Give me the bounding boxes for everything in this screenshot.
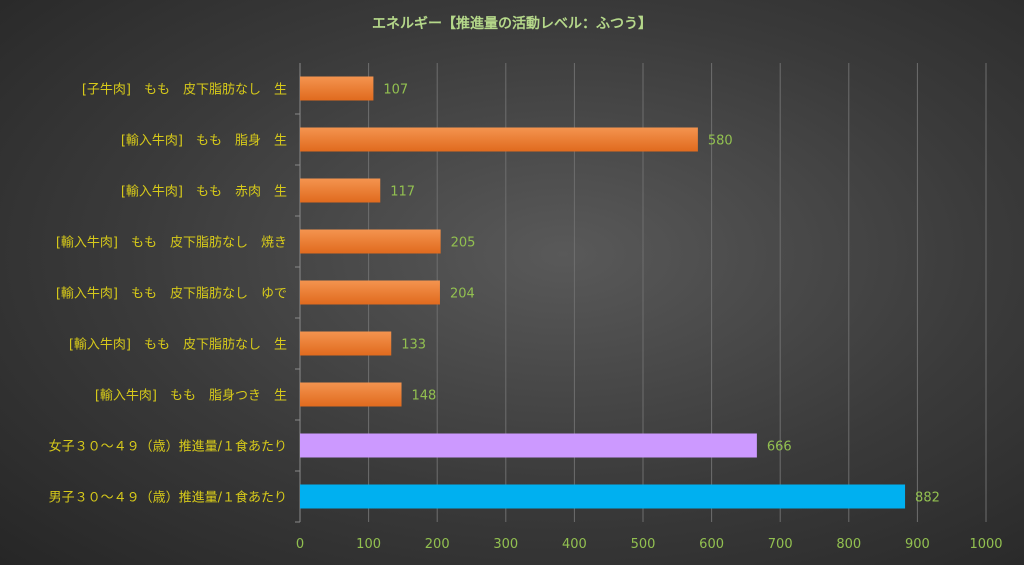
category-label: [子牛肉] もも 皮下脂肪なし 生 xyxy=(82,82,287,98)
category-label: 女子３０～４９（歳）推進量/１食あたり xyxy=(49,439,287,455)
bar xyxy=(300,382,402,407)
x-tick-label: 0 xyxy=(296,537,304,552)
bar xyxy=(300,331,392,356)
chart-title: エネルギー【推進量の活動レベル：ふつう】 xyxy=(372,15,652,32)
data-label: 148 xyxy=(412,389,437,404)
category-label: [輸入牛肉] もも 皮下脂肪なし 焼き xyxy=(56,235,287,251)
data-label: 107 xyxy=(383,83,408,98)
data-label: 133 xyxy=(401,338,426,353)
x-tick-label: 900 xyxy=(905,537,930,552)
data-label: 205 xyxy=(451,236,476,251)
data-label: 666 xyxy=(767,440,792,455)
bar xyxy=(300,229,441,254)
x-tick-label: 700 xyxy=(768,537,793,552)
bar xyxy=(300,127,698,152)
category-label: [輸入牛肉] もも 赤肉 生 xyxy=(121,185,287,200)
x-tick-label: 300 xyxy=(493,537,518,552)
category-label: [輸入牛肉] もも 皮下脂肪なし ゆで xyxy=(56,286,287,302)
x-tick-label: 600 xyxy=(699,537,724,552)
category-label: [輸入牛肉] もも 皮下脂肪なし 生 xyxy=(69,337,287,353)
data-label: 882 xyxy=(915,491,940,506)
bar xyxy=(300,484,906,509)
x-tick-label: 800 xyxy=(836,537,861,552)
data-label: 117 xyxy=(390,185,415,200)
category-label: 男子３０～４９（歳）推進量/１食あたり xyxy=(49,490,287,506)
data-label: 204 xyxy=(450,287,475,302)
bar xyxy=(300,178,381,203)
x-tick-label: 100 xyxy=(356,537,381,552)
bar xyxy=(300,280,440,305)
bar xyxy=(300,433,757,458)
x-tick-label: 400 xyxy=(562,537,587,552)
data-label: 580 xyxy=(708,134,733,149)
x-tick-label: 500 xyxy=(631,537,656,552)
bar xyxy=(300,76,374,101)
category-label: [輸入牛肉] もも 脂身つき 生 xyxy=(95,388,287,404)
category-label: [輸入牛肉] もも 脂身 生 xyxy=(121,133,287,149)
x-tick-label: 1000 xyxy=(969,537,1002,552)
x-tick-label: 200 xyxy=(425,537,450,552)
